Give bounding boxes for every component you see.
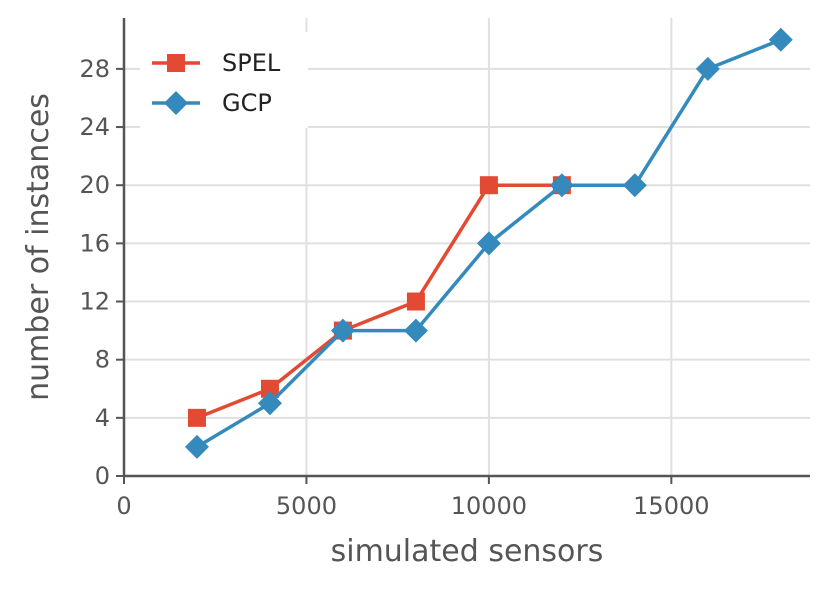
y-tick-label: 12 xyxy=(79,288,110,316)
gcp-point xyxy=(403,318,428,343)
legend-marker-spel xyxy=(167,54,185,72)
y-ticks: 0 4 8 12 16 20 24 28 xyxy=(79,55,124,490)
y-tick-label: 4 xyxy=(95,404,110,432)
series-gcp xyxy=(184,27,793,459)
y-tick-label: 24 xyxy=(79,113,110,141)
axes xyxy=(122,18,810,478)
gcp-point xyxy=(695,56,720,81)
gcp-point xyxy=(330,318,355,343)
legend-item-spel: SPEL xyxy=(152,49,281,77)
gcp-point xyxy=(184,434,209,459)
y-tick-label: 20 xyxy=(79,171,110,199)
gcp-point xyxy=(549,173,574,198)
y-tick-label: 0 xyxy=(95,462,110,490)
legend-marker-gcp xyxy=(164,91,188,115)
spel-point xyxy=(479,176,498,195)
grid xyxy=(124,18,810,476)
series xyxy=(184,27,793,459)
y-axis-title: number of instances xyxy=(21,93,56,401)
x-ticks: 0 5000 10000 15000 xyxy=(116,476,710,520)
x-tick-label: 15000 xyxy=(633,492,709,520)
spel-point xyxy=(187,408,206,427)
y-tick-label: 28 xyxy=(79,55,110,83)
legend-label-spel: SPEL xyxy=(222,49,281,77)
gcp-point xyxy=(257,391,282,416)
x-tick-label: 10000 xyxy=(451,492,527,520)
gcp-point xyxy=(476,231,501,256)
y-tick-label: 8 xyxy=(95,346,110,374)
legend-box xyxy=(140,32,308,128)
gcp-point xyxy=(768,27,793,52)
gcp-point xyxy=(622,173,647,198)
legend-item-gcp: GCP xyxy=(152,89,272,117)
spel-point xyxy=(260,379,279,398)
x-axis-title: simulated sensors xyxy=(331,534,604,569)
legend: SPEL GCP xyxy=(140,32,308,128)
spel-line xyxy=(196,183,562,420)
spel-point xyxy=(406,292,425,311)
legend-label-gcp: GCP xyxy=(222,89,272,117)
x-tick-label: 0 xyxy=(116,492,131,520)
x-tick-label: 5000 xyxy=(276,492,337,520)
y-tick-label: 16 xyxy=(79,229,110,257)
